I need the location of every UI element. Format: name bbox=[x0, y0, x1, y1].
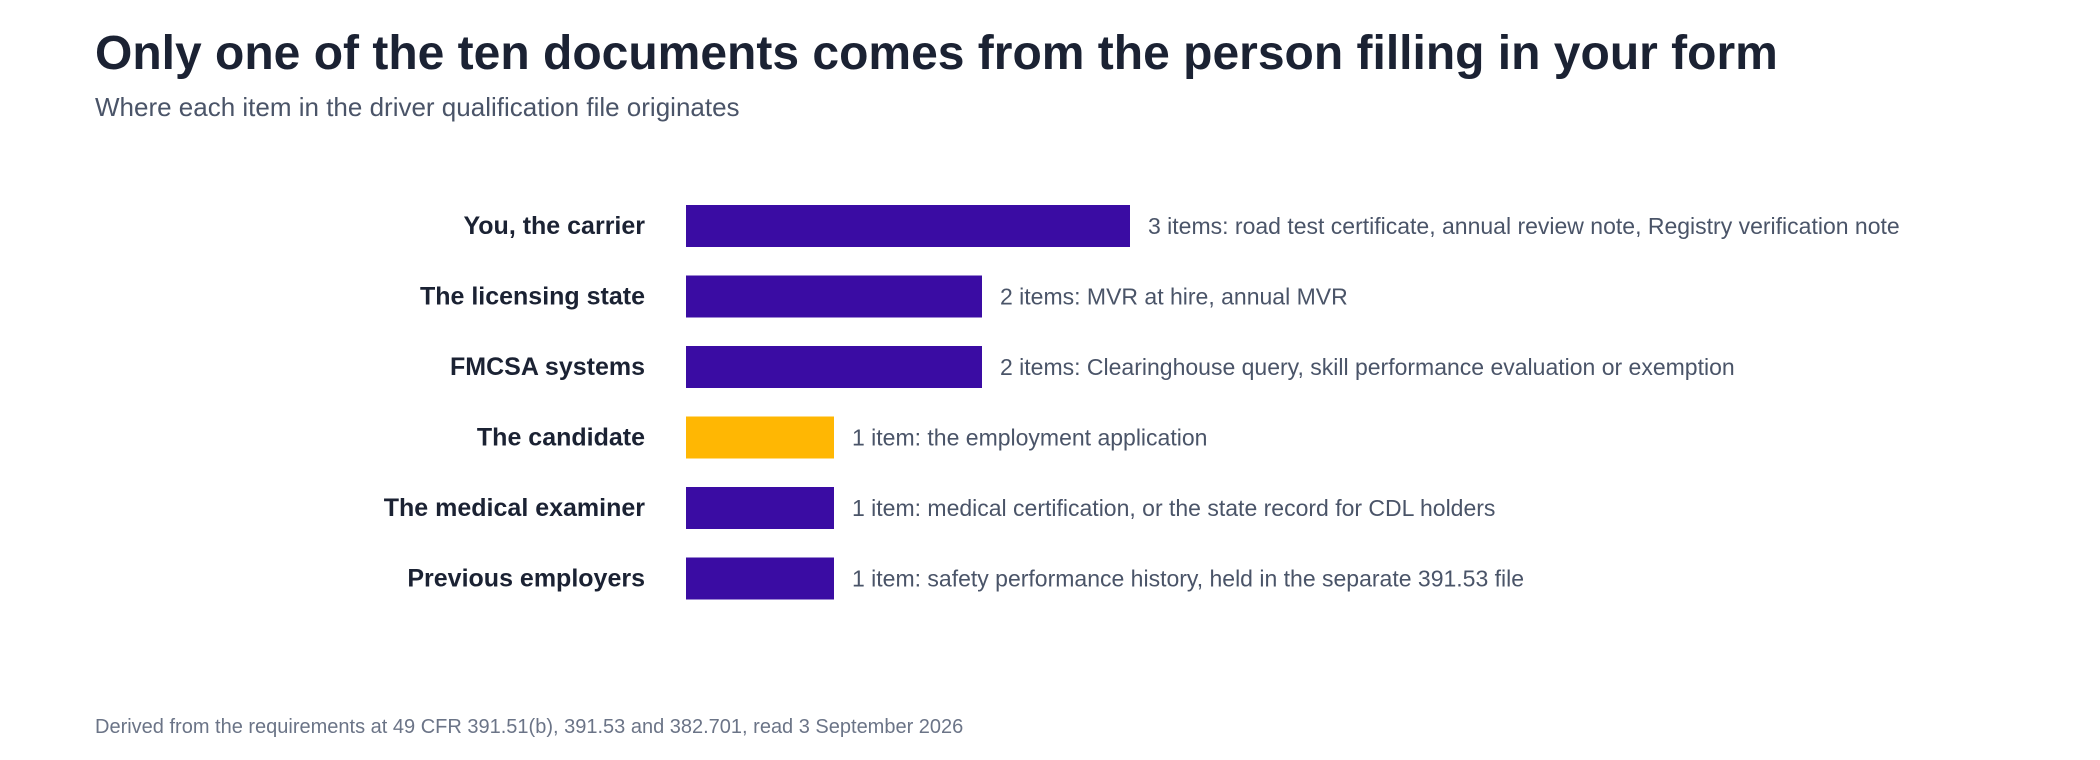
bar-row: FMCSA systems 2 items: Clearinghouse quer… bbox=[450, 346, 1735, 388]
bar bbox=[686, 557, 834, 600]
category-label: The medical examiner bbox=[384, 494, 646, 522]
bar bbox=[686, 205, 1130, 247]
bar-row: The licensing state 2 items: MVR at hire,… bbox=[420, 275, 1348, 318]
highlighted-bar bbox=[686, 416, 834, 459]
source-note: Derived from the requirements at 49 CFR … bbox=[95, 716, 964, 738]
bar-row: The candidate 1 item: the employment appl… bbox=[477, 416, 1207, 459]
data-label: 1 item: the employment application bbox=[852, 425, 1207, 451]
category-label: You, the carrier bbox=[463, 212, 645, 240]
data-label: 1 item: safety performance history, held… bbox=[852, 566, 1524, 592]
bar-row: Previous employers 1 item: safety perform… bbox=[407, 557, 1524, 600]
bar-row: You, the carrier 3 items: road test certi… bbox=[463, 205, 1900, 247]
data-label: 1 item: medical certification, or the st… bbox=[852, 495, 1495, 521]
category-label: The licensing state bbox=[420, 283, 645, 311]
chart-title: Only one of the ten documents comes from… bbox=[95, 27, 1778, 80]
category-label: FMCSA systems bbox=[450, 353, 645, 381]
chart-subtitle: Where each item in the driver qualificat… bbox=[95, 92, 740, 122]
bar-row: The medical examiner 1 item: medical cert… bbox=[384, 487, 1495, 529]
data-label: 2 items: MVR at hire, annual MVR bbox=[1000, 284, 1348, 310]
data-label: 3 items: road test certificate, annual r… bbox=[1148, 213, 1900, 239]
category-label: The candidate bbox=[477, 424, 645, 452]
data-label: 2 items: Clearinghouse query, skill perf… bbox=[1000, 354, 1735, 380]
category-label: Previous employers bbox=[407, 565, 645, 593]
bar bbox=[686, 487, 834, 529]
bar bbox=[686, 346, 982, 388]
bar bbox=[686, 275, 982, 318]
